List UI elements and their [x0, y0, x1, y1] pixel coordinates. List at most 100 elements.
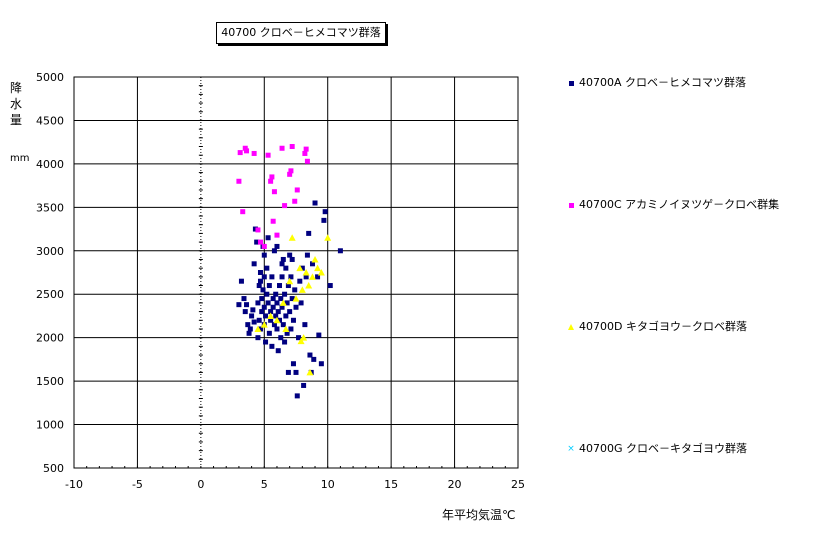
- data-point-1: [303, 274, 309, 280]
- data-point-1: [282, 339, 288, 345]
- data-point-1: [269, 274, 275, 280]
- data-point-1: [273, 313, 279, 319]
- data-point-1: [290, 361, 296, 367]
- data-point-1: [302, 322, 308, 328]
- data-point-1: [311, 356, 317, 362]
- data-point-1: [280, 322, 286, 328]
- data-point-1: [298, 300, 304, 306]
- data-point-1: [327, 283, 333, 289]
- data-point-3: [317, 269, 325, 276]
- data-point-1: [236, 302, 242, 308]
- data-point-1: [288, 274, 294, 280]
- data-point-2: [270, 218, 276, 224]
- data-point-1: [244, 302, 250, 308]
- data-point-1: [265, 235, 271, 241]
- data-point-1: [257, 326, 263, 332]
- data-point-1: [293, 369, 299, 375]
- x-tick-label: -5: [132, 478, 143, 491]
- data-point-1: [283, 265, 289, 271]
- data-point-1: [255, 335, 261, 341]
- data-point-3: [300, 334, 308, 341]
- data-point-1: [266, 283, 272, 289]
- data-point-2: [282, 203, 288, 209]
- data-point-1: [263, 339, 269, 345]
- data-point-1: [271, 322, 277, 328]
- data-point-3: [302, 269, 310, 276]
- y-tick-label: 3000: [36, 245, 64, 258]
- data-point-1: [256, 317, 262, 323]
- data-point-1: [294, 393, 300, 399]
- data-point-1: [268, 309, 274, 315]
- data-point-1: [279, 304, 285, 310]
- data-point-2: [303, 146, 309, 152]
- data-point-2: [261, 243, 267, 249]
- data-point-1: [278, 335, 284, 341]
- data-point-1: [275, 309, 281, 315]
- data-point-2: [257, 239, 263, 245]
- x-tick-label: -10: [65, 478, 83, 491]
- y-tick-label: 5000: [36, 71, 64, 84]
- chart-title: 40700 クロベ－ヒメコマツ群落: [216, 22, 386, 44]
- data-point-1: [304, 252, 310, 258]
- data-point-1: [278, 296, 284, 302]
- data-point-2: [236, 178, 242, 184]
- data-point-1: [316, 332, 322, 338]
- data-point-1: [289, 296, 295, 302]
- data-point-1: [289, 256, 295, 262]
- data-point-1: [274, 243, 280, 249]
- data-point-1: [315, 274, 321, 280]
- y-tick-label: 500: [43, 462, 64, 475]
- data-point-3: [314, 264, 322, 272]
- square-marker-icon: [566, 76, 576, 89]
- data-point-2: [268, 178, 274, 184]
- data-point-2: [240, 209, 246, 215]
- data-point-1: [287, 309, 293, 315]
- data-point-1: [277, 283, 283, 289]
- y-tick-label: 1500: [36, 375, 64, 388]
- data-point-1: [273, 291, 279, 297]
- data-point-1: [254, 239, 260, 245]
- data-point-3: [279, 299, 287, 306]
- data-point-1: [242, 309, 248, 315]
- data-point-1: [284, 300, 290, 306]
- data-point-1: [247, 326, 253, 332]
- data-point-1: [250, 307, 256, 313]
- data-point-1: [280, 256, 286, 262]
- legend-item-40700d: 40700D キタゴヨウ－クロベ群落: [566, 318, 747, 334]
- data-point-1: [284, 330, 290, 336]
- y-tick-label: 2000: [36, 332, 64, 345]
- data-point-1: [301, 382, 307, 388]
- data-point-3: [297, 337, 305, 345]
- legend-item-40700g: × 40700G クロベ－キタゴヨウ群落: [566, 440, 747, 456]
- data-point-1: [285, 283, 291, 289]
- x-tick-label: 10: [321, 478, 335, 491]
- data-point-2: [302, 150, 308, 156]
- data-point-3: [324, 234, 332, 241]
- x-tick-label: 5: [261, 478, 268, 491]
- data-point-1: [279, 261, 285, 267]
- data-point-1: [257, 278, 263, 284]
- y-axis-label: 降水量: [9, 81, 22, 127]
- data-point-1: [309, 261, 315, 267]
- square-marker-icon: [566, 198, 576, 211]
- data-point-3: [286, 277, 294, 285]
- data-points: [236, 144, 343, 399]
- data-point-1: [274, 326, 280, 332]
- data-point-1: [283, 313, 289, 319]
- data-point-2: [271, 189, 277, 195]
- data-point-2: [292, 198, 298, 204]
- legend-item-40700a: 40700A クロベ－ヒメコマツ群落: [566, 74, 746, 90]
- legend-label: 40700G クロベ－キタゴヨウ群落: [579, 442, 748, 455]
- data-point-1: [271, 248, 277, 254]
- data-point-3: [298, 286, 306, 293]
- data-point-1: [312, 200, 318, 206]
- data-point-3: [273, 316, 281, 324]
- data-point-3: [288, 234, 296, 241]
- data-point-1: [279, 274, 285, 280]
- data-point-1: [264, 291, 270, 297]
- x-axis-label: 年平均気温℃: [442, 508, 516, 522]
- data-point-1: [256, 283, 262, 289]
- data-point-2: [269, 174, 275, 180]
- data-point-2: [294, 187, 300, 193]
- data-point-1: [321, 217, 327, 223]
